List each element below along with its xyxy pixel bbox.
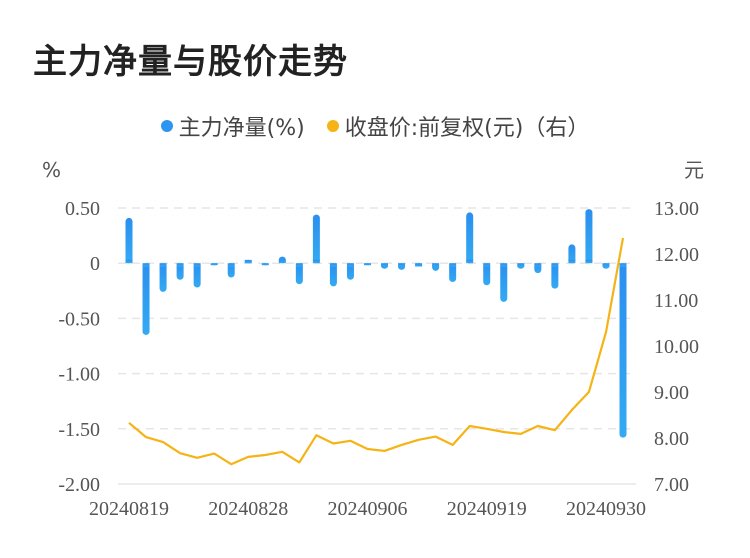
bar[interactable] bbox=[381, 263, 389, 269]
bar-series bbox=[125, 209, 627, 438]
bar[interactable] bbox=[193, 263, 201, 288]
bar[interactable] bbox=[244, 259, 252, 264]
x-tick-label: 20240819 bbox=[89, 498, 169, 520]
bar[interactable] bbox=[363, 263, 371, 266]
left-tick-label: -2.00 bbox=[58, 474, 100, 496]
bar[interactable] bbox=[517, 263, 525, 269]
x-tick-label: 20240919 bbox=[447, 498, 527, 520]
bar[interactable] bbox=[295, 263, 303, 285]
right-tick-label: 12.00 bbox=[654, 244, 699, 266]
bar[interactable] bbox=[278, 256, 286, 264]
line-series bbox=[128, 237, 625, 466]
bar[interactable] bbox=[432, 263, 440, 271]
legend-dot-blue-icon bbox=[160, 120, 173, 132]
bar[interactable] bbox=[261, 263, 269, 266]
bar[interactable] bbox=[534, 263, 542, 274]
left-tick-label: 0 bbox=[90, 253, 100, 275]
chart-title: 主力净量与股价走势 bbox=[33, 42, 348, 82]
legend-item-net-volume[interactable]: 主力净量(%) bbox=[160, 110, 305, 142]
bar[interactable] bbox=[602, 263, 610, 269]
bar[interactable] bbox=[329, 263, 337, 287]
bar[interactable] bbox=[210, 263, 218, 266]
right-axis-ticks: 13.00 12.00 11.00 10.00 9.00 8.00 7.00 bbox=[654, 198, 699, 496]
right-tick-label: 8.00 bbox=[654, 428, 689, 450]
gridlines bbox=[118, 207, 636, 485]
price-line[interactable] bbox=[128, 237, 625, 466]
bar[interactable] bbox=[125, 217, 133, 264]
left-axis-ticks: 0.50 0 -0.50 -1.00 -1.50 -2.00 bbox=[58, 198, 100, 496]
bar[interactable] bbox=[176, 263, 184, 280]
bar[interactable] bbox=[500, 263, 508, 302]
left-axis-unit: % bbox=[42, 158, 61, 182]
x-axis-ticks: 20240819 20240828 20240906 20240919 20240930 bbox=[89, 498, 646, 520]
left-tick-label: -1.00 bbox=[58, 364, 100, 386]
legend: 主力净量(%) 收盘价:前复权(元)（右） bbox=[0, 110, 750, 142]
x-tick-label: 20240930 bbox=[566, 498, 646, 520]
right-tick-label: 10.00 bbox=[654, 336, 699, 358]
bar[interactable] bbox=[483, 263, 491, 286]
bar[interactable] bbox=[466, 212, 474, 264]
right-tick-label: 13.00 bbox=[654, 198, 699, 220]
bar[interactable] bbox=[568, 244, 576, 264]
right-tick-label: 9.00 bbox=[654, 382, 689, 404]
legend-label: 收盘价:前复权(元)（右） bbox=[344, 116, 590, 141]
bar[interactable] bbox=[142, 263, 150, 335]
bar[interactable] bbox=[585, 209, 593, 264]
bar[interactable] bbox=[159, 263, 167, 292]
bar[interactable] bbox=[449, 263, 457, 282]
right-tick-label: 7.00 bbox=[654, 474, 689, 496]
left-tick-label: -1.50 bbox=[58, 419, 100, 441]
bar[interactable] bbox=[312, 214, 320, 264]
bar[interactable] bbox=[619, 263, 627, 438]
x-tick-label: 20240906 bbox=[327, 498, 407, 520]
legend-item-close-price[interactable]: 收盘价:前复权(元)（右） bbox=[326, 110, 590, 142]
bar[interactable] bbox=[398, 263, 406, 270]
right-tick-label: 11.00 bbox=[654, 290, 698, 312]
legend-label: 主力净量(%) bbox=[178, 116, 305, 141]
bar[interactable] bbox=[227, 263, 235, 278]
x-tick-label: 20240828 bbox=[208, 498, 288, 520]
left-tick-label: 0.50 bbox=[65, 198, 100, 220]
bar[interactable] bbox=[415, 263, 423, 267]
right-axis-unit: 元 bbox=[684, 158, 704, 182]
left-tick-label: -0.50 bbox=[58, 308, 100, 330]
bar[interactable] bbox=[346, 263, 354, 280]
bar[interactable] bbox=[551, 263, 559, 289]
legend-dot-orange-icon bbox=[326, 120, 339, 132]
